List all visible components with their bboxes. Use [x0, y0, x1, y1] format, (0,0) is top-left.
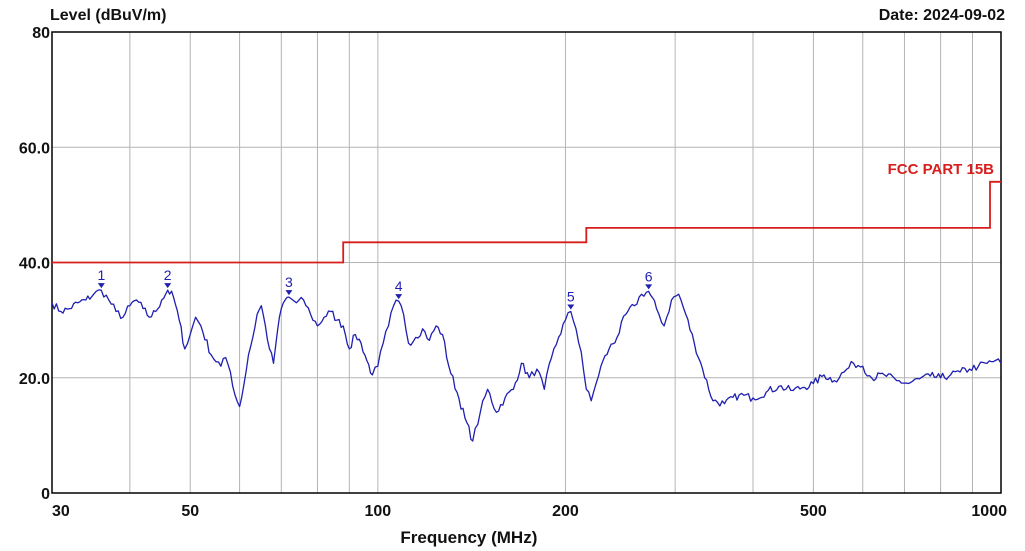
- y-tick-label: 40.0: [19, 256, 50, 273]
- y-tick-label: 80: [32, 25, 50, 42]
- x-tick-label: 100: [364, 503, 391, 520]
- x-tick-label: 30: [52, 503, 70, 520]
- y-tick-labels: 0 20.0 40.0 60.0 80: [19, 25, 50, 503]
- peak-marker-label: 5: [567, 288, 575, 304]
- peak-marker-triangle: [395, 294, 403, 300]
- y-tick-label: 0: [41, 486, 50, 503]
- limit-line-label: FCC PART 15B: [888, 161, 995, 178]
- date-label: Date: 2024-09-02: [878, 7, 1005, 24]
- peak-marker-label: 1: [97, 267, 105, 283]
- measurement-trace: [51, 289, 1002, 442]
- x-tick-label: 500: [800, 503, 827, 520]
- peak-marker-triangle: [164, 283, 172, 289]
- fcc-limit-line: [52, 180, 1001, 264]
- peak-marker-label: 3: [285, 274, 293, 290]
- peak-marker-label: 2: [164, 267, 172, 283]
- y-tick-label: 60.0: [19, 140, 50, 157]
- y-tick-label: 20.0: [19, 371, 50, 388]
- peak-marker-triangle: [97, 283, 105, 289]
- peak-markers: 1 2 3 4 5 6: [97, 267, 653, 310]
- peak-marker-triangle: [645, 284, 653, 290]
- peak-marker-triangle: [567, 304, 575, 310]
- peak-marker-label: 6: [645, 268, 653, 284]
- x-tick-label: 200: [552, 503, 579, 520]
- y-axis-title: Level (dBuV/m): [50, 7, 167, 24]
- peak-marker-triangle: [285, 290, 293, 296]
- x-axis-title: Frequency (MHz): [400, 528, 537, 547]
- x-tick-labels: 30 50 100 200 500 1000: [52, 503, 1007, 520]
- peak-marker-label: 4: [395, 278, 403, 294]
- x-tick-label: 1000: [971, 503, 1007, 520]
- x-tick-label: 50: [181, 503, 199, 520]
